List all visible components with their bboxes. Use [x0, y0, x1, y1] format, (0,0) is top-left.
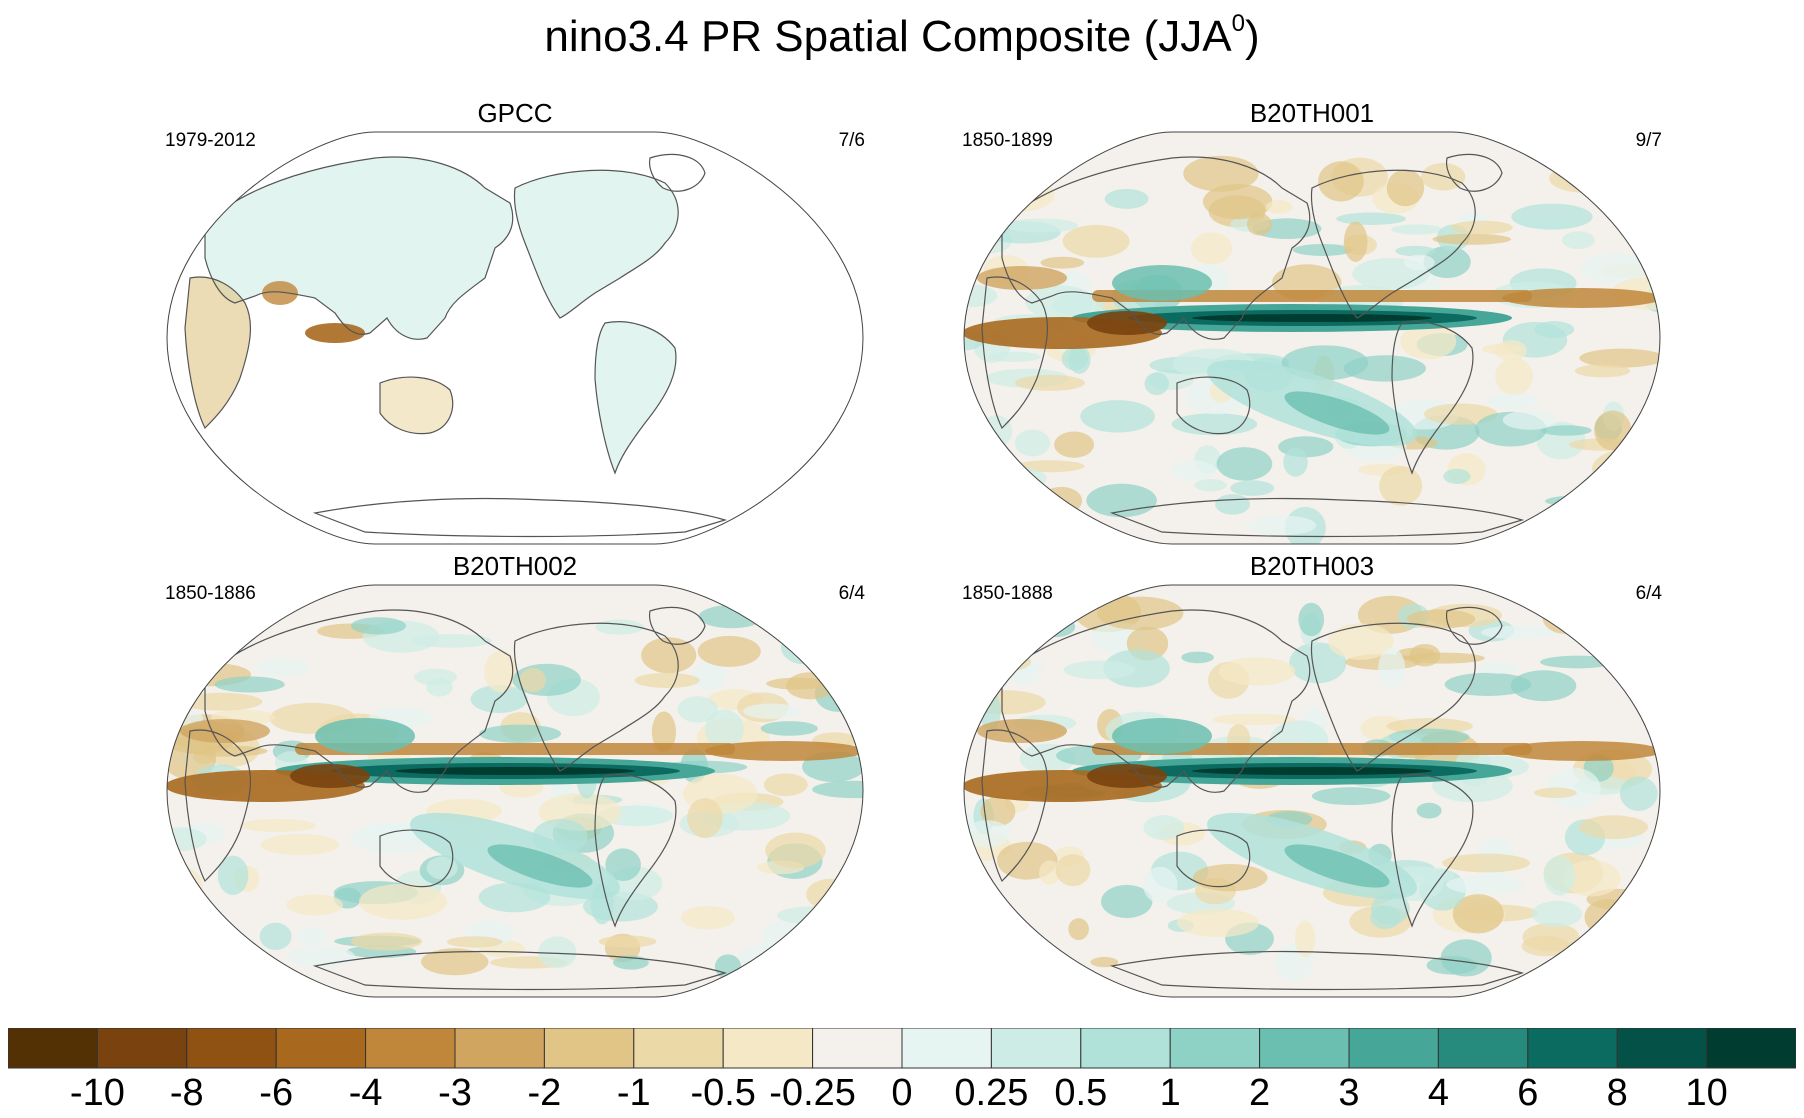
colorbar-tick-label: 4 — [1427, 1072, 1449, 1114]
colorbar-tick-label: 8 — [1606, 1072, 1628, 1114]
panel-b20th002: B20TH002 1850-1886 6/4 — [165, 551, 865, 998]
colorbar-box — [990, 1028, 1082, 1069]
colorbar-tick-label: 2 — [1249, 1072, 1271, 1114]
coastlines — [981, 606, 1525, 991]
colorbar-tick-label: 0 — [891, 1072, 913, 1114]
world-map — [963, 131, 1661, 545]
panel-title: B20TH001 — [1249, 98, 1375, 128]
colorbar-box — [454, 1028, 545, 1069]
colorbar-box — [812, 1028, 903, 1069]
colorbar-box — [1169, 1028, 1261, 1069]
world-map — [166, 584, 864, 998]
panel-b20th001: B20TH001 1850-1899 9/7 — [962, 98, 1662, 545]
world-map — [963, 584, 1661, 998]
colorbar-tick-label: 10 — [1685, 1072, 1728, 1114]
world-map — [166, 131, 864, 545]
panel-period: 1850-1888 — [962, 583, 1053, 604]
colorbar-box — [633, 1028, 724, 1069]
colorbar-box — [96, 1028, 188, 1069]
colorbar-box — [1706, 1028, 1796, 1069]
panel-count: 6/4 — [838, 583, 865, 604]
panel-title: B20TH003 — [1249, 551, 1375, 581]
colorbar-box — [1080, 1028, 1171, 1069]
colorbar-tick-label: 0.5 — [1054, 1072, 1108, 1114]
colorbar-box — [8, 1028, 98, 1069]
main-title-text: nino3.4 PR Spatial Composite (JJA — [544, 12, 1232, 61]
colorbar-tick-label: -2 — [527, 1072, 562, 1114]
coastlines — [184, 153, 728, 538]
panel-b20th003: B20TH003 1850-1888 6/4 — [962, 551, 1662, 998]
colorbar-box — [365, 1028, 456, 1069]
colorbar-box — [186, 1028, 277, 1069]
colorbar-tick-label: 1 — [1159, 1072, 1181, 1114]
main-title: nino3.4 PR Spatial Composite (JJA0) — [0, 10, 1804, 62]
colorbar-tick-label: -0.25 — [769, 1072, 856, 1114]
colorbar-box — [722, 1028, 814, 1069]
panel-count: 6/4 — [1635, 583, 1662, 604]
colorbar: -10 -8 -6 -4 -3 -2 -1 -0.5 -0.25 0 0.25 0.5 1 2 3 4 6 8 10 — [8, 1028, 1796, 1116]
precip-field — [167, 585, 863, 997]
colorbar-tick-label: -3 — [438, 1072, 472, 1114]
main-title-superscript: 0 — [1231, 10, 1245, 37]
panel-count: 7/6 — [838, 130, 865, 151]
colorbar-box — [1527, 1028, 1618, 1069]
colorbar-tick-label: -0.5 — [690, 1072, 756, 1114]
map-border — [166, 131, 864, 545]
panel-title: GPCC — [477, 98, 553, 128]
colorbar-box — [901, 1028, 992, 1069]
panel-period: 1850-1886 — [165, 583, 256, 604]
colorbar-tick-label: -1 — [616, 1072, 651, 1114]
panel-period: 1979-2012 — [165, 130, 256, 151]
map-border — [166, 584, 864, 998]
colorbar-tick-label: 3 — [1338, 1072, 1360, 1114]
colorbar-box — [1616, 1028, 1708, 1069]
colorbar-box — [1348, 1028, 1439, 1069]
colorbar-tick-label: 6 — [1517, 1072, 1539, 1114]
map-border — [963, 131, 1661, 545]
colorbar-tick-label: -4 — [348, 1072, 383, 1114]
coastlines — [184, 606, 728, 991]
coastlines — [981, 153, 1525, 538]
colorbar-tick-label: -6 — [259, 1072, 294, 1114]
colorbar-box — [543, 1028, 635, 1069]
panel-title: B20TH002 — [452, 551, 578, 581]
colorbar-box — [1259, 1028, 1350, 1069]
colorbar-tick-label: 0.25 — [954, 1072, 1029, 1114]
main-title-close: ) — [1244, 12, 1260, 61]
colorbar-boxes — [8, 1028, 1796, 1069]
colorbar-box — [275, 1028, 367, 1069]
colorbar-box — [1437, 1028, 1529, 1069]
panel-gpcc: GPCC 1979-2012 7/6 — [165, 98, 865, 545]
panel-count: 9/7 — [1635, 130, 1662, 151]
colorbar-tick-label: -8 — [169, 1072, 204, 1114]
map-border — [963, 584, 1661, 998]
panel-period: 1850-1899 — [962, 130, 1053, 151]
colorbar-tick-label: -10 — [69, 1072, 125, 1114]
